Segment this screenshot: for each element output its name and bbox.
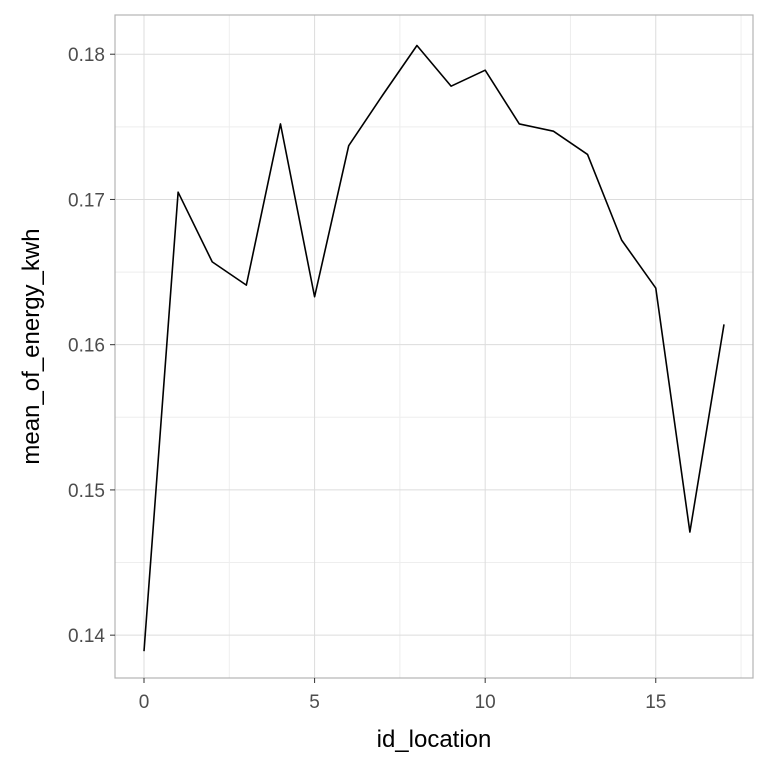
axis-tick-marks <box>110 53 657 683</box>
minor-gridlines <box>115 15 753 678</box>
panel-border <box>114 14 754 679</box>
y-axis-tick-labels: 0.14 0.15 0.16 0.17 0.18 <box>68 45 105 647</box>
y-tick-label: 0.17 <box>68 190 105 211</box>
major-gridlines <box>115 15 753 678</box>
x-tick-label: 15 <box>645 692 666 713</box>
y-tick-label: 0.14 <box>68 626 105 647</box>
y-tick-label: 0.15 <box>68 481 105 502</box>
y-axis-title: mean_of_energy_kwh <box>18 228 45 464</box>
x-tick-label: 5 <box>309 692 320 713</box>
x-axis-title: id_location <box>377 726 492 753</box>
x-axis-tick-labels: 0 5 10 15 <box>139 692 667 713</box>
x-tick-label: 0 <box>139 692 150 713</box>
x-tick-label: 10 <box>475 692 496 713</box>
series-line <box>143 44 725 652</box>
series-layer <box>143 44 725 652</box>
y-tick-label: 0.18 <box>68 45 105 66</box>
y-tick-label: 0.16 <box>68 336 105 357</box>
